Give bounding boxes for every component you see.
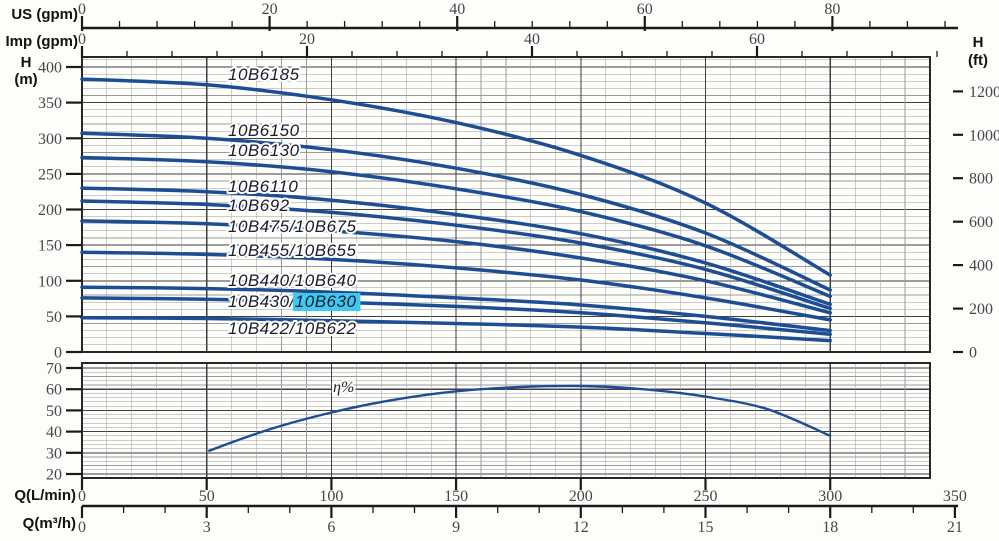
pump-curve-label: 10B692 <box>228 196 290 215</box>
efficiency-curve <box>208 384 832 452</box>
imp-gpm-axis-title: Imp (gpm) <box>5 33 79 50</box>
pump-curve-label: 10B6185 <box>228 65 300 84</box>
eta-tick-label: 20 <box>46 467 62 484</box>
head-left-axis-unit: (m) <box>14 71 38 88</box>
pump-curve-label: 10B455/10B655 <box>228 241 356 260</box>
grid-layer <box>81 56 931 479</box>
q-lmin-tick-label: 250 <box>694 488 718 505</box>
h-m-tick-label: 400 <box>38 60 62 77</box>
eta-tick-label: 30 <box>46 445 62 462</box>
q-m3h-tick-label: 0 <box>78 519 86 536</box>
q-m3h-axis-title: Q(m³/h) <box>22 515 76 532</box>
pump-curve-label-highlighted: 10B630 <box>295 292 357 311</box>
pump-curve-label: 10B430/ <box>228 292 297 311</box>
pump-curve-label: 10B422/10B622 <box>228 319 356 338</box>
h-m-tick-label: 100 <box>38 273 62 290</box>
h-ft-tick-label: 1000 <box>969 127 999 144</box>
h-m-tick-label: 200 <box>38 202 62 219</box>
h-ft-tick-label: 200 <box>969 301 993 318</box>
q-m3h-tick-label: 6 <box>327 519 335 536</box>
pump-curve <box>80 219 832 315</box>
efficiency-curve-label: η% <box>333 379 354 396</box>
pump-curve <box>80 131 832 292</box>
q-m3h-tick-label: 12 <box>573 519 589 536</box>
us-gpm-axis-title: US (gpm) <box>11 6 78 23</box>
q-lmin-tick-label: 300 <box>818 488 842 505</box>
axes-layer: 0 20 40 60 800 20 40 60050100150200250300350400… <box>38 1 999 536</box>
us-tick-label: 60 <box>637 1 653 18</box>
q-m3h-tick-label: 15 <box>698 519 714 536</box>
q-m3h-tick-label: 9 <box>452 519 460 536</box>
q-lmin-tick-label: 200 <box>569 488 593 505</box>
q-m3h-tick-label: 18 <box>822 519 838 536</box>
us-tick-label: 20 <box>262 1 278 18</box>
h-m-tick-label: 150 <box>38 238 62 255</box>
h-ft-tick-label: 600 <box>969 214 993 231</box>
head-right-axis-unit: (ft) <box>968 52 988 69</box>
pump-curve <box>80 155 832 299</box>
imp-tick-label: 0 <box>78 31 86 48</box>
imp-tick-label: 40 <box>524 31 540 48</box>
us-tick-label: 40 <box>449 1 465 18</box>
efficiency-panel-border <box>81 362 931 479</box>
pump-curve <box>80 186 832 307</box>
pump-curve-label: 10B6110 <box>228 177 298 196</box>
us-tick-label: 80 <box>824 1 840 18</box>
h-m-tick-label: 0 <box>54 345 62 362</box>
highlight-box <box>292 293 361 311</box>
q-m3h-tick-label: 21 <box>947 519 963 536</box>
q-lmin-tick-label: 0 <box>78 488 86 505</box>
h-m-tick-label: 250 <box>38 166 62 183</box>
pump-curve-label: 10B6130 <box>228 141 300 160</box>
eta-tick-label: 40 <box>46 424 62 441</box>
main-panel-border <box>81 56 931 353</box>
q-lmin-tick-label: 50 <box>199 488 215 505</box>
pump-curve-label: 10B475/10B675 <box>228 217 356 236</box>
imp-tick-label: 60 <box>749 31 765 48</box>
q-lmin-tick-label: 150 <box>444 488 468 505</box>
pump-curve <box>80 316 832 343</box>
h-ft-tick-label: 800 <box>969 171 993 188</box>
pump-curve <box>80 199 832 311</box>
eta-tick-label: 60 <box>46 382 62 399</box>
pump-curve-label: 10B440/10B640 <box>228 271 356 290</box>
h-m-tick-label: 300 <box>38 131 62 148</box>
us-tick-label: 0 <box>78 1 86 18</box>
imp-tick-label: 20 <box>299 31 315 48</box>
q-lmin-tick-label: 100 <box>319 488 343 505</box>
head-left-axis-symbol: H <box>20 54 32 71</box>
pump-curve <box>80 296 832 336</box>
h-ft-tick-label: 1200 <box>969 84 999 101</box>
h-m-tick-label: 350 <box>38 95 62 112</box>
h-ft-tick-label: 0 <box>969 345 977 362</box>
h-ft-tick-label: 400 <box>969 258 993 275</box>
pump-curve-label: 10B6150 <box>228 121 300 140</box>
q-lmin-tick-label: 350 <box>943 488 967 505</box>
q-lmin-axis-title: Q(L/min) <box>14 487 76 504</box>
curves-layer <box>80 77 832 452</box>
eta-tick-label: 50 <box>46 403 62 420</box>
pump-curve <box>80 77 832 277</box>
pump-curve <box>80 250 832 322</box>
pump-curve <box>80 285 832 333</box>
eta-tick-label: 70 <box>46 361 62 378</box>
head-right-axis-symbol: H <box>972 34 984 51</box>
q-m3h-tick-label: 3 <box>203 519 211 536</box>
h-m-tick-label: 50 <box>46 309 62 326</box>
